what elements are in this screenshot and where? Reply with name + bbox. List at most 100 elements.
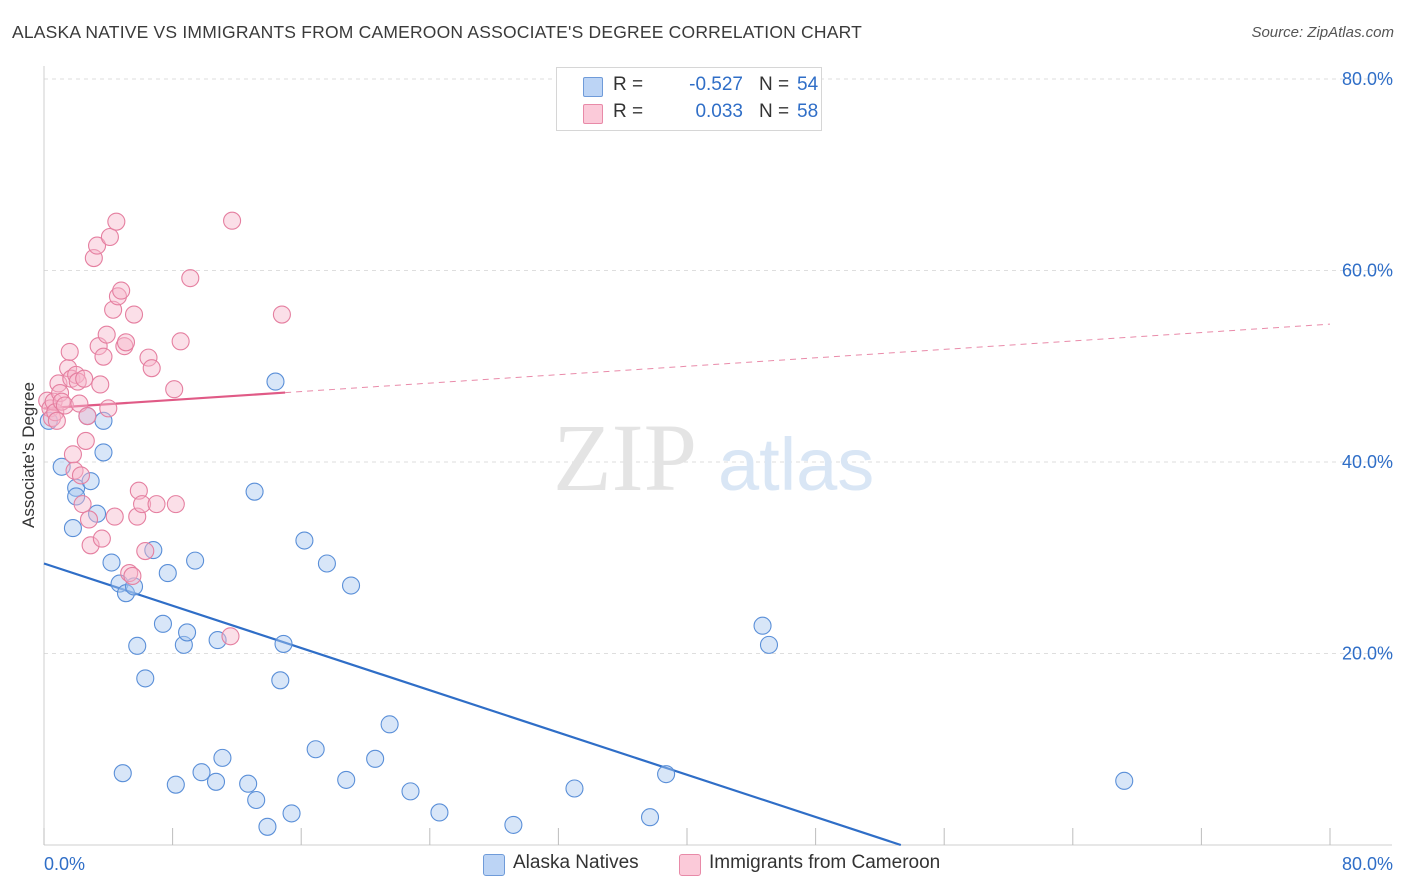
blue-data-point [401, 782, 420, 801]
pink-data-point [171, 332, 190, 351]
blue-data-point [213, 748, 232, 767]
watermark-zip: ZIP [553, 404, 697, 511]
blue-trend-line [43, 562, 902, 847]
pink-data-point [99, 399, 118, 418]
pink-data-point [104, 300, 123, 319]
pink-data-point [105, 507, 124, 526]
pink-data-point [60, 342, 79, 361]
y-axis-label: Associate's Degree [19, 382, 38, 528]
pink-data-point [120, 564, 139, 583]
legend-label: Immigrants from Cameroon [709, 852, 941, 873]
pink-data-point [124, 305, 144, 324]
blue-data-point [206, 772, 226, 791]
pink-data-point [91, 375, 110, 394]
blue-data-point [1115, 771, 1134, 790]
blue-data-point [239, 774, 258, 793]
pink-data-point [107, 212, 126, 231]
blue-data-point [192, 763, 211, 782]
blue-data-point [153, 614, 173, 633]
blue-data-point [136, 669, 155, 688]
pink-data-point [81, 536, 100, 555]
r-value: -0.527 [689, 74, 743, 95]
y-tick-label: 80.0% [1342, 69, 1393, 89]
blue-data-point [271, 671, 290, 690]
alaska-natives-swatch [583, 77, 603, 97]
pink-data-point [221, 627, 240, 646]
pink-data-point [76, 431, 95, 450]
data-points [38, 211, 1134, 836]
pink-data-point [79, 510, 99, 529]
source-label: Source: ZipAtlas.com [1251, 24, 1394, 41]
blue-data-point [657, 765, 676, 784]
blue-data-point [753, 616, 772, 635]
blue-data-point [186, 551, 205, 570]
blue-data-point [166, 775, 185, 794]
pink-data-point [142, 359, 161, 378]
watermark: ZIP atlas [553, 404, 874, 511]
r-label: R = [613, 101, 644, 122]
y-tick-label: 40.0% [1342, 452, 1393, 472]
blue-data-point [63, 519, 82, 538]
grid-lines [44, 78, 1392, 654]
pink-data-point [108, 287, 127, 306]
blue-data-point [274, 634, 293, 653]
pink-data-point [116, 333, 136, 352]
x-tick-label: 80.0% [1342, 854, 1393, 874]
pink-data-point [75, 369, 94, 388]
pink-data-point [139, 348, 158, 367]
pink-data-point [71, 466, 91, 485]
pink-data-point [223, 211, 242, 230]
n-value: 58 [797, 101, 819, 122]
n-label: N = [759, 101, 790, 122]
pink-data-point [147, 495, 166, 514]
pink-data-point [47, 411, 66, 430]
x-tick-label: 0.0% [44, 854, 85, 874]
blue-data-point [337, 770, 356, 789]
pink-data-point [63, 445, 82, 464]
r-value: 0.033 [695, 101, 743, 122]
pink-trend-line [43, 391, 286, 410]
blue-data-point [245, 482, 264, 501]
n-label: N = [759, 74, 790, 95]
pink-data-point [129, 481, 148, 500]
pink-data-point [97, 325, 116, 344]
blue-data-point [81, 472, 100, 491]
pink-data-point [92, 529, 111, 548]
blue-data-point [266, 372, 285, 391]
pink-data-point [166, 495, 185, 514]
chart-title: ALASKA NATIVE VS IMMIGRANTS FROM CAMEROO… [12, 22, 863, 42]
blue-data-point [158, 564, 177, 583]
legend-label: Alaska Natives [513, 852, 639, 873]
blue-data-point [640, 808, 660, 827]
blue-data-point [366, 749, 385, 768]
pink-data-point [55, 396, 74, 415]
blue-data-point [759, 635, 779, 654]
stats-box: R = -0.527 N = 54 R = 0.033 N = 58 [556, 67, 822, 131]
trend-lines [43, 323, 1331, 847]
pink-data-point [42, 408, 62, 428]
blue-data-point [317, 554, 336, 573]
pink-data-point [133, 495, 152, 514]
cameroon-swatch [679, 854, 701, 876]
blue-data-point [565, 779, 584, 798]
blue-data-point [258, 817, 277, 836]
pink-data-point [136, 541, 155, 561]
blue-data-point [430, 803, 449, 822]
alaska-natives-swatch [483, 854, 505, 876]
blue-data-point [247, 790, 266, 810]
y-tick-label: 20.0% [1342, 644, 1393, 664]
blue-data-point [67, 487, 86, 506]
blue-data-point [102, 553, 121, 572]
y-tick-label: 60.0% [1342, 261, 1393, 281]
watermark-atlas: atlas [718, 423, 874, 506]
blue-data-point [113, 764, 132, 783]
pink-trend-line-extension [285, 323, 1331, 394]
pink-data-point [165, 380, 184, 399]
blue-data-point [295, 531, 314, 550]
blue-data-point [128, 636, 147, 655]
blue-data-point [504, 815, 523, 834]
pink-data-point [181, 269, 200, 288]
pink-data-point [123, 566, 142, 585]
blue-data-point [94, 443, 113, 462]
